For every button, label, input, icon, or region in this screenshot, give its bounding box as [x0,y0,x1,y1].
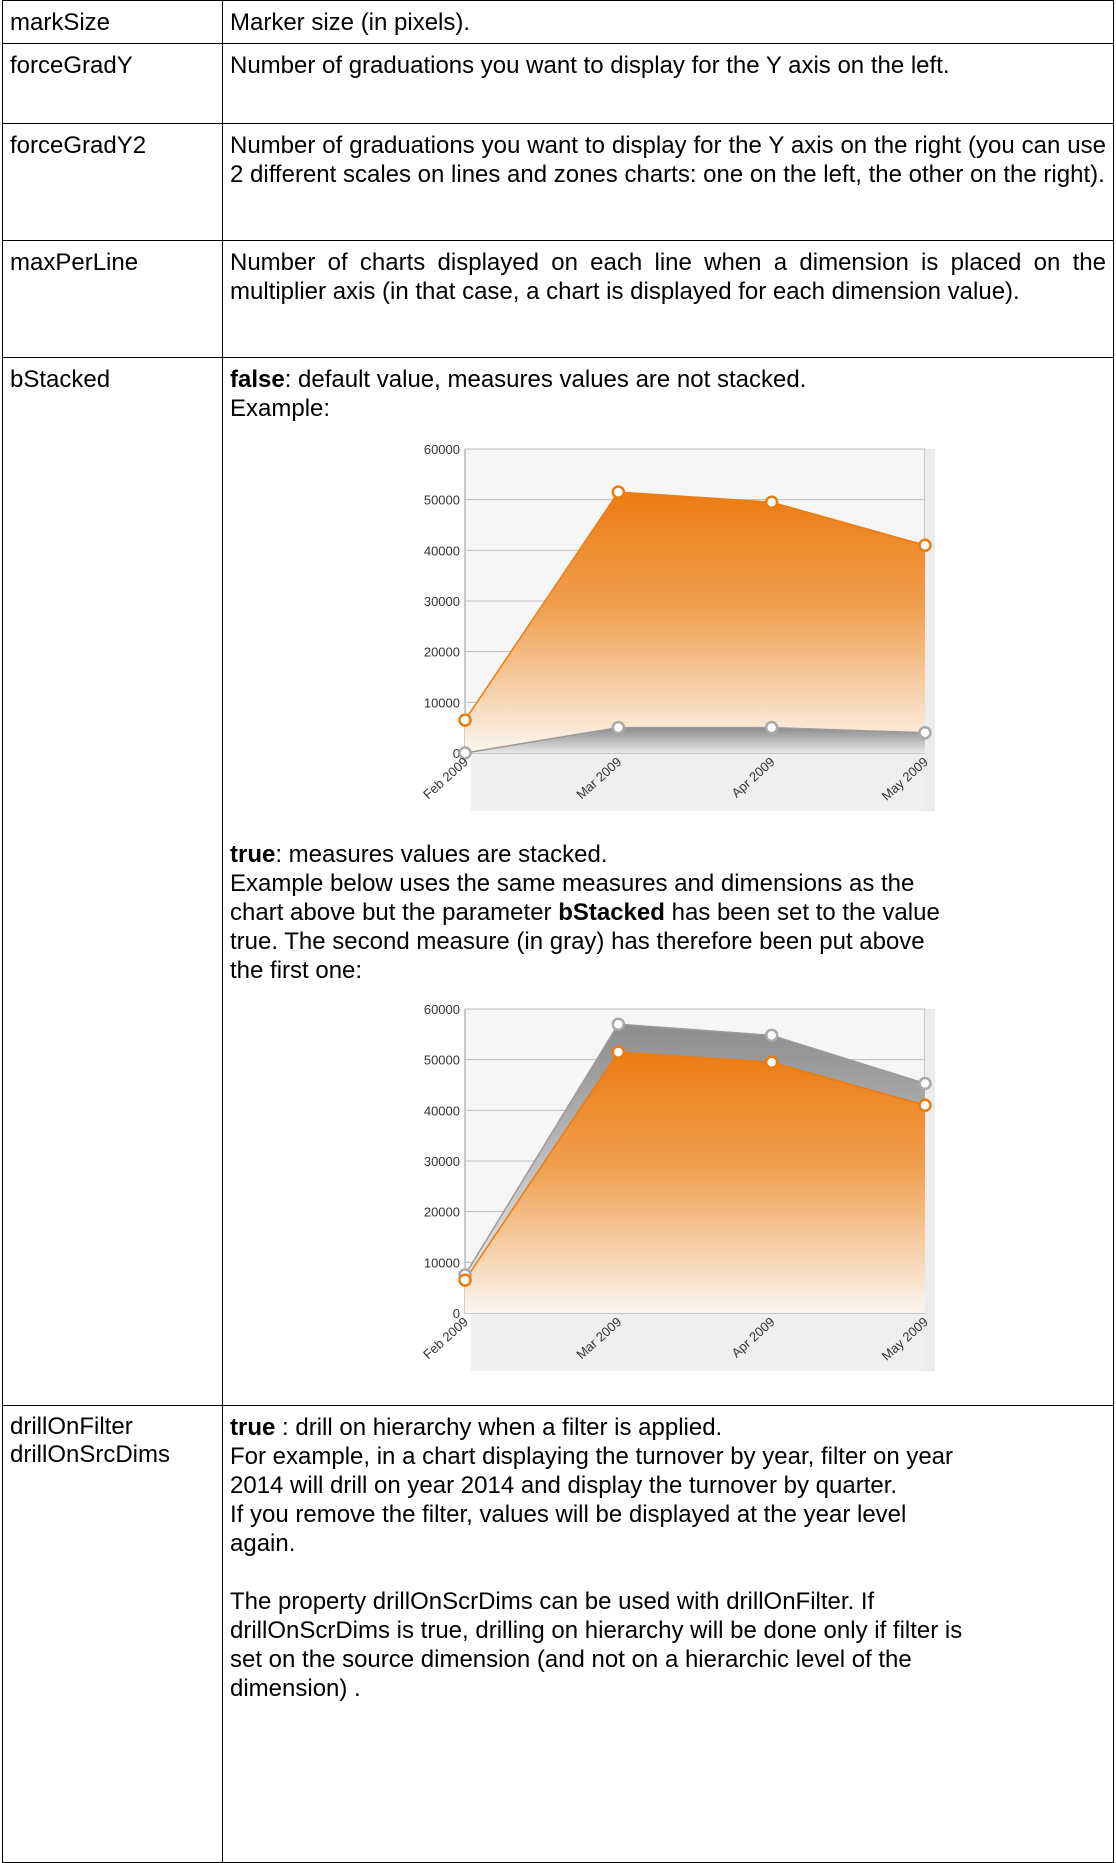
data-point-orange [611,485,626,499]
param-name: drillOnFilter drillOnSrcDims [2,1405,223,1863]
data-point-gray [611,720,626,735]
param-description: Number of graduations you want to displa… [222,123,1114,241]
keyword-false: false [230,366,285,393]
param-name: markSize [2,0,223,44]
stacked-explanation: Example below uses the same measures and… [230,870,940,984]
true-option-text: : measures values are stacked. [275,841,608,868]
table-row: maxPerLine Number of charts displayed on… [2,240,1114,358]
table-row: markSize Marker size (in pixels). [2,0,1114,44]
drill-srcdims-text: The property drillOnScrDims can be used … [230,1588,963,1702]
table-row: forceGradY Number of graduations you wan… [2,43,1114,124]
param-name-drillonfilter: drillOnFilter [10,1413,133,1440]
param-name: forceGradY [2,43,223,124]
drill-remove-filter-text: If you remove the filter, values will be… [230,1501,907,1557]
x-tick-label: Feb 2009 [420,754,471,802]
data-point-orange [611,1045,626,1059]
series-area-gray [465,727,925,753]
y-tick-label: 20000 [424,645,460,660]
data-point-gray [764,720,779,735]
x-tick-label: Feb 2009 [420,1314,471,1362]
param-name: bStacked [2,357,223,1406]
data-point-gray [458,746,472,760]
data-point-orange [458,1273,472,1287]
example-label: Example: [230,395,331,422]
y-tick-label: 50000 [424,493,460,508]
plot-shadow-right [925,1009,935,1383]
param-description: Number of graduations you want to displa… [222,43,1114,124]
param-description: true : drill on hierarchy when a filter … [222,1405,1114,1863]
data-point-gray [764,1028,779,1043]
param-name: maxPerLine [2,240,223,358]
y-tick-label: 40000 [424,1103,460,1118]
keyword-true: true [230,841,276,868]
series-line-gray [464,726,926,754]
series-line-orange [464,491,926,721]
chart-stacked-container: 60000 50000 40000 30000 20000 10000 0 Feb 2009 M… [405,991,937,1389]
chart-unstacked-container: 60000 50000 40000 30000 20000 10000 0 Feb 2009 M… [405,431,937,829]
param-name-drillonsrcdims: drillOnSrcDims [10,1441,171,1468]
false-option: false: default value, measures values ar… [230,365,1106,394]
table-row: bStacked false: default value, measures … [2,357,1114,1406]
y-tick-label: 20000 [424,1205,460,1220]
y-tick-label: 50000 [424,1053,460,1068]
series-area-orange [465,1052,925,1313]
drill-example-text: For example, in a chart displaying the t… [230,1443,954,1499]
y-tick-label: 30000 [424,1154,460,1169]
true-option: true: measures values are stacked. [230,840,1106,869]
param-name: forceGradY2 [2,123,223,241]
param-description: Number of charts displayed on each line … [222,240,1114,358]
table-row: forceGradY2 Number of graduations you wa… [2,123,1114,241]
param-description: false: default value, measures values ar… [222,357,1114,1406]
true-option: true : drill on hierarchy when a filter … [230,1414,723,1441]
series-area-orange [465,492,925,753]
data-point-gray [918,1076,932,1091]
series-line-gray [464,1023,926,1276]
y-tick-label: 0 [453,1306,460,1321]
y-tick-label: 60000 [424,1002,460,1017]
param-description: Marker size (in pixels). [222,0,1114,44]
data-point-gray [611,1017,626,1031]
data-point-orange [764,495,779,509]
y-tick-label: 60000 [424,442,460,457]
y-tick-label: 10000 [424,695,460,710]
data-point-gray [918,725,932,740]
series-line-orange [464,1051,926,1281]
y-tick-label: 10000 [424,1255,460,1270]
data-point-orange [764,1055,779,1069]
y-tick-label: 40000 [424,543,460,558]
data-point-orange [918,1098,932,1113]
data-point-orange [918,538,932,553]
y-tick-label: 0 [453,746,460,761]
table-row: drillOnFilter drillOnSrcDims true : dril… [2,1405,1114,1863]
data-point-orange [458,713,472,727]
plot-shadow-right [925,449,935,823]
keyword-bstacked: bStacked [558,899,665,926]
keyword-true: true [230,1414,276,1441]
false-option-text: : default value, measures values are not… [284,366,807,393]
y-tick-label: 30000 [424,594,460,609]
